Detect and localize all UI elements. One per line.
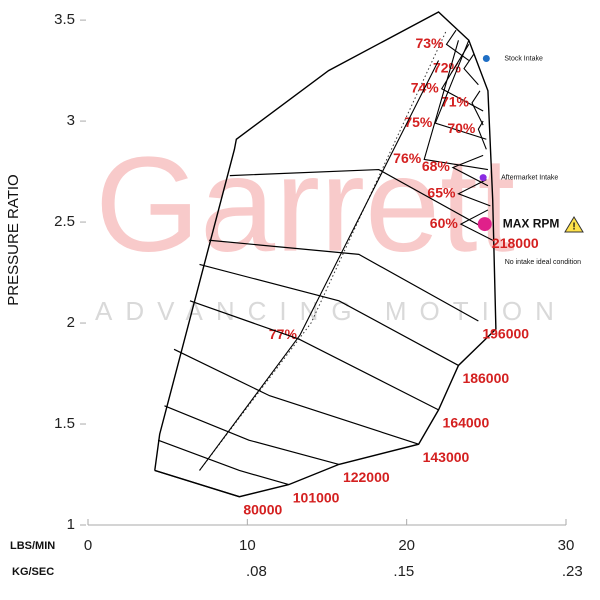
speed-label: 218000 xyxy=(492,235,539,251)
efficiency-label: 71% xyxy=(441,94,470,110)
watermark: Garrett xyxy=(95,129,515,280)
speed-line xyxy=(199,263,459,366)
speed-line xyxy=(189,300,439,411)
speed-label: 80000 xyxy=(243,501,282,517)
efficiency-contour xyxy=(471,90,484,126)
speed-line xyxy=(173,348,419,445)
efficiency-label: 75% xyxy=(404,114,433,130)
svg-text:!: ! xyxy=(572,222,575,233)
efficiency-contour xyxy=(434,40,487,140)
efficiency-label: 60% xyxy=(430,215,459,231)
speed-label: 122000 xyxy=(343,469,390,485)
efficiency-contour xyxy=(445,29,470,61)
point-label: MAX RPM xyxy=(503,216,560,230)
y-tick-label: 3 xyxy=(67,112,75,129)
y-tick-label: 2.5 xyxy=(54,213,75,230)
speed-label: 186000 xyxy=(462,370,509,386)
peak-efficiency-line xyxy=(199,29,447,471)
speed-label: 101000 xyxy=(293,489,340,505)
x-tick-label: 10 xyxy=(239,537,256,554)
speed-label: 196000 xyxy=(482,326,529,342)
speed-label: 143000 xyxy=(423,449,470,465)
speed-label: 164000 xyxy=(443,415,490,431)
map-outline xyxy=(154,11,497,498)
x2-tick-label: .08 xyxy=(246,563,267,580)
efficiency-label: 68% xyxy=(422,158,451,174)
point-label: Stock Intake xyxy=(504,55,543,62)
x-axis-label: LBS/MIN xyxy=(10,540,55,552)
x2-tick-label: .15 xyxy=(393,563,414,580)
speed-line xyxy=(209,239,479,322)
y-tick-label: 3.5 xyxy=(54,11,75,28)
x2-tick-label: .23 xyxy=(562,563,583,580)
speed-line xyxy=(157,439,289,486)
efficiency-contour xyxy=(477,120,487,150)
speed-line xyxy=(154,469,240,498)
efficiency-label: 72% xyxy=(433,59,462,75)
speed-line xyxy=(164,405,340,465)
y-axis-label: PRESSURE RATIO xyxy=(5,174,22,305)
efficiency-contour xyxy=(440,44,484,112)
x-tick-label: 20 xyxy=(398,537,415,554)
y-tick-label: 2 xyxy=(67,314,75,331)
point-label: Aftermarket Intake xyxy=(501,174,558,181)
efficiency-label: 73% xyxy=(415,35,444,51)
efficiency-contour xyxy=(199,60,440,471)
efficiency-label: 65% xyxy=(427,184,456,200)
operating-point xyxy=(482,54,490,62)
x-tick-label: 0 xyxy=(84,537,92,554)
efficiency-contour xyxy=(463,54,479,86)
efficiency-contour xyxy=(459,209,493,241)
x-tick-label: 30 xyxy=(558,537,575,554)
efficiency-label: 70% xyxy=(447,120,476,136)
x2-axis-label: KG/SEC xyxy=(12,566,54,578)
y-tick-label: 1.5 xyxy=(54,415,75,432)
operating-point xyxy=(479,174,487,182)
efficiency-label: 76% xyxy=(393,150,422,166)
efficiency-contour xyxy=(457,179,491,207)
operating-point xyxy=(477,217,492,232)
efficiency-contour xyxy=(451,154,489,187)
efficiency-contour xyxy=(423,40,489,171)
y-tick-label: 1 xyxy=(67,516,75,533)
warning-icon: ! xyxy=(564,216,584,233)
speed-line xyxy=(229,168,489,231)
max-rpm-note: No intake ideal condition xyxy=(505,259,581,266)
